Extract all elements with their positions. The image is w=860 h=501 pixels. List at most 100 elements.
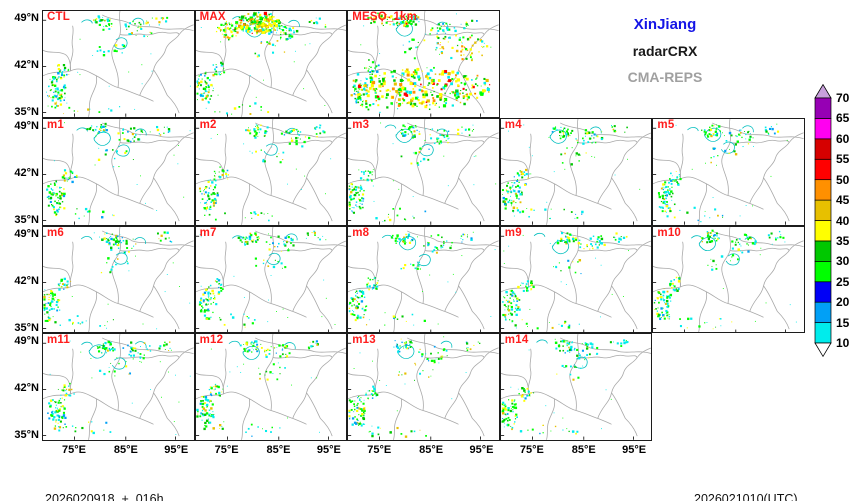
axis-ticks [348,235,482,333]
footer-valid-utc: 2026021010(UTC) [694,492,798,501]
map-boundaries [195,118,347,225]
panel-m1: m1 [42,117,195,226]
axis-ticks [195,127,329,225]
panel-label: m5 [657,118,675,131]
reflectivity-contours [81,341,147,370]
colorbar-segment [814,97,832,119]
panel-label: m1 [47,118,65,131]
lat-label: 35°N [14,321,39,334]
panel-label: m7 [199,226,217,239]
panel-label: m3 [352,118,370,131]
panel-label: m14 [504,334,529,347]
axis-ticks [43,235,176,333]
map-boundaries [653,226,804,333]
radar-echoes [654,229,798,329]
panel-label: MESO_1km [352,11,418,23]
colorbar-segment [814,322,832,344]
lon-label: 95°E [316,444,341,456]
footer-init-line1: 2026020918 + 016h [45,492,164,501]
radar-echoes [43,231,191,329]
axis-ticks [348,127,482,225]
lat-label: 42°N [14,59,39,71]
colorbar-tick-label: 60 [836,131,850,146]
lat-label: 42°N [14,274,39,287]
radar-map [195,11,347,117]
axis-ticks [653,127,787,225]
axis-ticks [43,19,176,117]
panel-label: CTL [47,11,70,23]
colorbar-tick-label: 65 [836,111,850,126]
radar-map [348,11,499,117]
panel-m10: m10 [652,225,805,334]
reflectivity-contours [81,17,145,50]
axis-ticks [43,343,176,441]
map-boundaries [348,118,499,225]
colorbar-tick-label: 15 [836,315,850,330]
reflectivity-contours [549,126,602,144]
panel-m7: m7 [194,225,348,334]
panel-label: m9 [504,226,522,239]
lat-label: 35°N [14,213,39,226]
lon-label: 85°E [571,444,596,456]
lat-label: 49°N [14,12,39,24]
radar-echoes [198,124,331,222]
panel-ctl: CTL [42,10,195,118]
colorbar-segment [814,281,832,303]
lon-label: 95°E [622,444,647,456]
radar-map [195,118,347,225]
colorbar-segment [814,240,832,262]
radar-map [500,226,652,333]
panel-m9: m9 [499,225,653,334]
colorbar-tick-label: 30 [836,254,850,269]
axis-ticks [195,19,329,117]
panel-m11: m11 [42,333,195,442]
map-boundaries [500,226,652,333]
panel-label: m12 [199,334,224,347]
colorbar-tick-label: 20 [836,295,850,310]
legend: XinJiang radarCRX CMA-REPS [578,16,752,95]
radar-echoes [348,336,481,439]
map-boundaries [43,118,194,225]
legend-product-label: radarCRX [632,43,698,59]
colorbar-segment [814,179,832,201]
lon-label: 75°E [214,444,239,456]
reflectivity-contours [80,235,146,265]
panel-label: m2 [199,118,217,131]
colorbar-tick-label: 10 [836,336,850,350]
panel-meso_1km: MESO_1km [347,10,500,118]
radar-map [43,334,194,441]
map-boundaries [500,118,652,225]
radar-map [653,118,804,225]
radar-map [195,334,347,441]
map-boundaries [348,334,499,441]
map-boundaries [43,11,194,117]
radar-echoes [501,124,640,219]
axis-ticks [43,127,176,225]
colorbar-segment [814,220,832,242]
reflectivity-contours [231,233,298,265]
axis-ticks [500,343,634,441]
axis-ticks [195,343,329,441]
lon-label: 85°E [266,444,291,456]
panel-m6: m6 [42,225,195,334]
lat-label: 35°N [14,429,39,442]
lat-label: 42°N [14,166,39,179]
panel-label: m11 [47,334,70,347]
footer-valid-times: 2026021010(UTC) 2026021018(CST) [694,459,798,501]
colorbar-tick-label: 45 [836,193,850,208]
radar-echoes [198,230,336,328]
panel-label: MAX [199,11,226,23]
panel-m4: m4 [499,117,653,226]
panel-m12: m12 [194,333,348,442]
radar-echoes [348,231,496,326]
colorbar-segment [814,158,832,181]
lon-label: 75°E [367,444,392,456]
radar-map [43,11,194,117]
lon-label: 85°E [419,444,444,456]
legend-region-label: XinJiang [633,16,697,33]
radar-echoes [196,11,326,115]
panel-m8: m8 [347,225,500,334]
lon-label: 95°E [164,444,189,456]
radar-map [348,118,499,225]
